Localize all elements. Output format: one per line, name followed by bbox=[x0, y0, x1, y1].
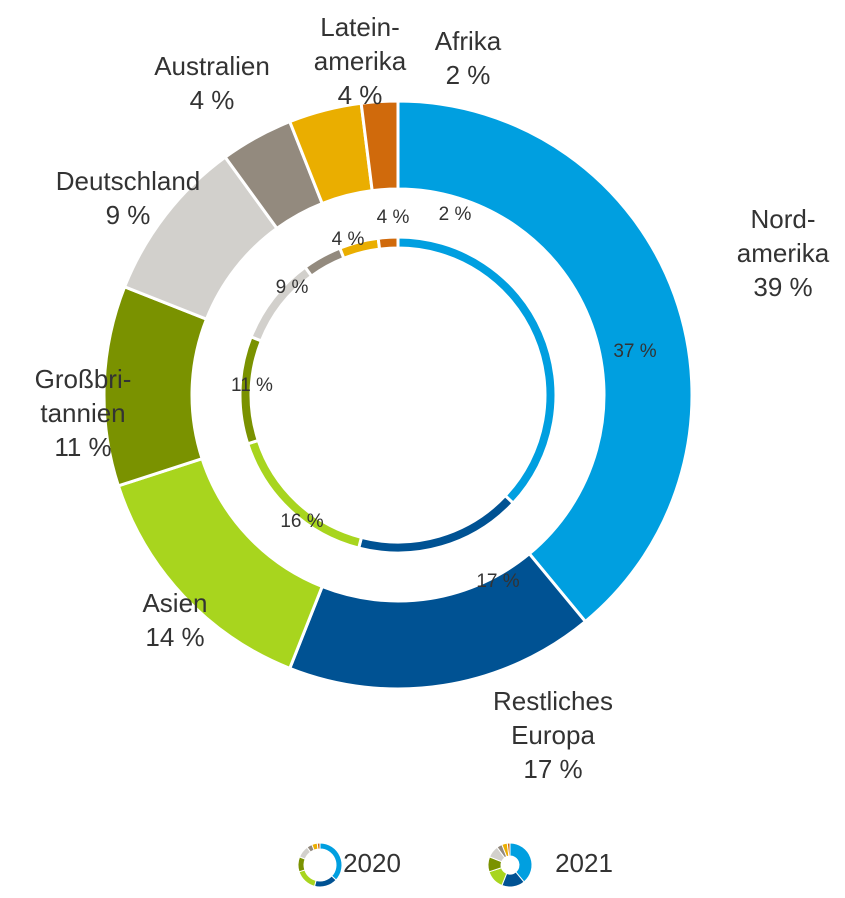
value-label: 37 % bbox=[613, 341, 656, 362]
segment-label: Deutschland bbox=[56, 166, 201, 196]
inner-segment bbox=[303, 246, 346, 279]
value-label: 39 % bbox=[753, 272, 812, 302]
value-label: 2 % bbox=[439, 204, 472, 225]
segment-label: Australien bbox=[154, 51, 270, 81]
value-label: 4 % bbox=[377, 207, 410, 228]
value-label: 9 % bbox=[106, 200, 151, 230]
value-label: 11 % bbox=[231, 375, 273, 396]
outer-segment bbox=[287, 551, 588, 691]
outer-segment bbox=[396, 99, 694, 624]
value-label: 17 % bbox=[523, 754, 582, 784]
inner-segment bbox=[376, 235, 400, 251]
segment-label: Restliches bbox=[493, 686, 613, 716]
value-label: 17 % bbox=[476, 571, 519, 592]
value-label: 14 % bbox=[145, 622, 204, 652]
outer-segment bbox=[359, 99, 400, 193]
value-label: 4 % bbox=[332, 229, 365, 250]
segment-label: Asien bbox=[142, 588, 207, 618]
segment-label: Latein- bbox=[320, 12, 400, 42]
legend-icon-segment bbox=[509, 842, 533, 883]
legend-label: 2020 bbox=[343, 848, 401, 878]
inner-segment bbox=[356, 493, 516, 555]
legend-icon-segment bbox=[316, 842, 321, 850]
segment-label: Großbri- bbox=[35, 364, 132, 394]
segment-label: amerika bbox=[737, 238, 830, 268]
legend-icon-segment bbox=[319, 842, 343, 881]
value-label: 9 % bbox=[276, 277, 309, 298]
value-label: 4 % bbox=[190, 85, 235, 115]
segment-label: tannien bbox=[40, 398, 125, 428]
legend-icon-segment bbox=[298, 869, 317, 887]
segment-label: Nord- bbox=[750, 204, 815, 234]
value-label: 2 % bbox=[446, 60, 491, 90]
segment-label: Afrika bbox=[435, 26, 502, 56]
value-label: 11 % bbox=[54, 432, 111, 462]
inner-segment bbox=[396, 235, 558, 506]
legend-icon-segment bbox=[313, 875, 337, 888]
value-label: 4 % bbox=[338, 80, 383, 110]
segment-label: amerika bbox=[314, 46, 407, 76]
legend-label: 2021 bbox=[555, 848, 613, 878]
legend-icon-segment bbox=[506, 842, 511, 857]
value-label: 16 % bbox=[280, 511, 323, 532]
segment-label: Europa bbox=[511, 720, 595, 750]
